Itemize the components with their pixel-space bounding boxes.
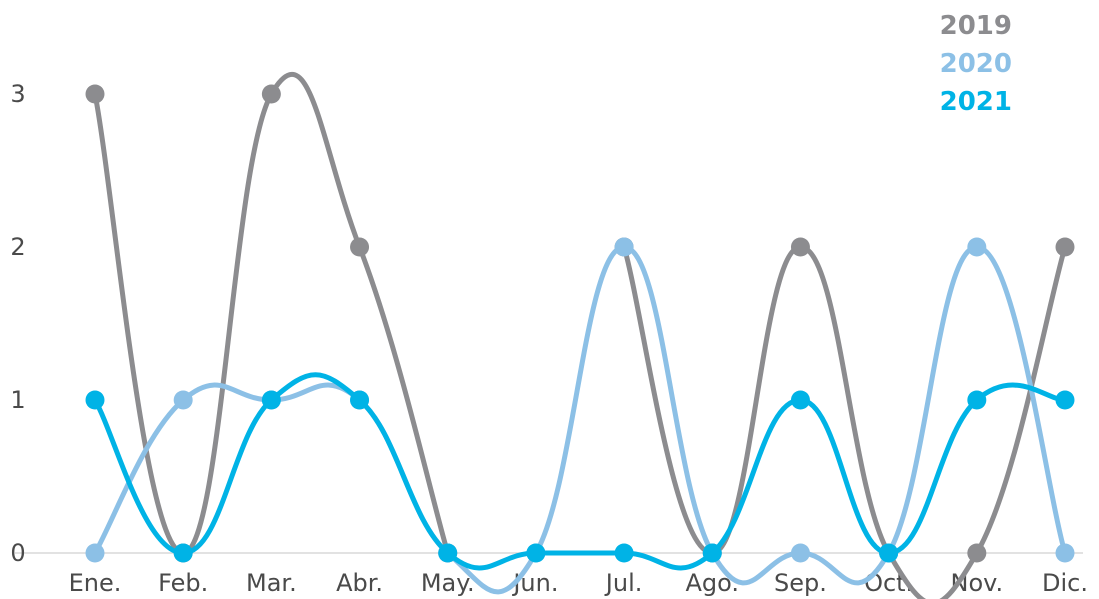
series-line <box>92 372 1068 571</box>
data-point <box>85 543 105 563</box>
legend: 2019 2020 2021 <box>940 11 1012 117</box>
data-point <box>967 237 987 257</box>
x-tick-label: Sep. <box>774 569 827 597</box>
x-tick-label: May. <box>421 569 475 597</box>
data-point <box>438 543 458 563</box>
data-point <box>702 543 722 563</box>
data-point <box>614 543 634 563</box>
data-point <box>350 237 370 257</box>
legend-label: 2020 <box>940 49 1012 79</box>
data-point <box>526 543 546 563</box>
data-point <box>261 84 281 104</box>
x-tick-label: Jun. <box>511 569 558 597</box>
data-point <box>967 543 987 563</box>
data-point <box>790 543 810 563</box>
series-layer <box>85 72 1075 599</box>
data-point <box>173 390 193 410</box>
x-tick-label: Ene. <box>69 569 122 597</box>
data-point <box>85 84 105 104</box>
axis-layer: 0 1 2 3 Ene. Feb. Mar. Abr. May. Jun. Jul. Ago. Sep.… <box>10 80 1088 597</box>
x-tick-label: Dic. <box>1042 569 1088 597</box>
series-line <box>92 244 1068 595</box>
legend-label: 2021 <box>940 87 1012 117</box>
y-tick-label: 2 <box>10 233 25 261</box>
data-point <box>879 543 899 563</box>
data-point <box>967 390 987 410</box>
data-point <box>1055 543 1075 563</box>
data-point <box>173 543 193 563</box>
data-point <box>85 390 105 410</box>
series-line <box>92 72 451 556</box>
data-point <box>261 390 281 410</box>
data-point <box>1055 237 1075 257</box>
data-point <box>1055 390 1075 410</box>
data-point <box>614 237 634 257</box>
series-line <box>621 244 1068 599</box>
x-tick-label: Mar. <box>246 569 297 597</box>
y-tick-label: 1 <box>10 386 25 414</box>
data-point <box>790 237 810 257</box>
x-tick-label: Ago. <box>685 569 739 597</box>
data-point <box>790 390 810 410</box>
y-tick-label: 0 <box>10 539 25 567</box>
data-point <box>350 390 370 410</box>
x-tick-label: Jul. <box>604 569 643 597</box>
series-2019 <box>85 72 1075 599</box>
series-2021 <box>85 372 1075 571</box>
x-tick-label: Feb. <box>158 569 208 597</box>
x-tick-label: Abr. <box>336 569 383 597</box>
legend-label: 2019 <box>940 11 1012 41</box>
y-tick-label: 3 <box>10 80 25 108</box>
